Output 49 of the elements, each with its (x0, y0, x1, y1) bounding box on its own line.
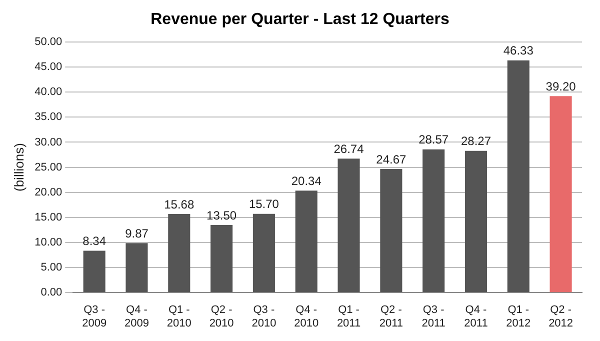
data-label: 13.50 (206, 208, 237, 222)
y-tick-label: 10.00 (34, 236, 62, 249)
bar (550, 96, 572, 292)
y-tick-label: 40.00 (34, 86, 62, 98)
bar (126, 243, 148, 292)
x-tick-label: Q3 - 2011 (422, 304, 446, 330)
bar (252, 214, 275, 292)
chart-title: Revenue per Quarter - Last 12 Quarters (150, 10, 450, 30)
y-axis-title: (billions) (11, 143, 26, 192)
data-label: 28.57 (418, 132, 449, 147)
x-tick-label: Q1 - 2011 (336, 304, 361, 330)
bar (295, 190, 318, 292)
data-label: 28.27 (460, 134, 492, 148)
x-tick-label: Q2 - 2012 (548, 304, 574, 330)
y-tick-label: 0.00 (40, 286, 62, 299)
bar (338, 158, 360, 292)
y-tick-label: 35.00 (34, 111, 62, 124)
data-label: 15.70 (248, 197, 280, 212)
data-label: 24.67 (376, 152, 407, 166)
data-label: 26.74 (334, 142, 364, 156)
data-label: 8.34 (82, 234, 106, 248)
x-tick-label: Q3 - 2010 (252, 304, 276, 330)
x-tick-label: Q2 - 2011 (379, 304, 403, 330)
data-label: 39.20 (546, 79, 576, 94)
x-tick-label: Q4 - 2010 (294, 304, 319, 330)
data-label: 9.87 (125, 226, 149, 240)
y-tick-label: 45.00 (34, 61, 62, 74)
x-tick-label: Q1 - 2010 (166, 304, 192, 330)
x-tick-label: Q4 - 2011 (464, 304, 488, 330)
x-tick-label: Q1 - 2012 (506, 304, 531, 330)
data-label: 15.68 (164, 197, 194, 212)
y-tick-label: 50.00 (34, 36, 62, 48)
y-tick-label: 5.00 (40, 262, 62, 274)
bar (507, 60, 530, 292)
y-tick-label: 15.00 (34, 211, 62, 224)
y-tick-label: 25.00 (34, 161, 62, 174)
x-tick-label: Q2 - 2010 (209, 304, 234, 330)
x-tick-label: Q4 - 2009 (124, 304, 149, 330)
y-tick-label: 20.00 (34, 186, 62, 198)
bar (464, 150, 488, 292)
x-tick-label: Q3 - 2009 (82, 304, 107, 330)
bar (83, 250, 106, 292)
data-label: 46.33 (503, 44, 534, 58)
data-label: 20.34 (291, 174, 322, 188)
bar (422, 149, 445, 292)
bar (210, 224, 233, 292)
bar (168, 214, 190, 292)
bar (380, 168, 402, 292)
y-tick-label: 30.00 (34, 136, 62, 148)
